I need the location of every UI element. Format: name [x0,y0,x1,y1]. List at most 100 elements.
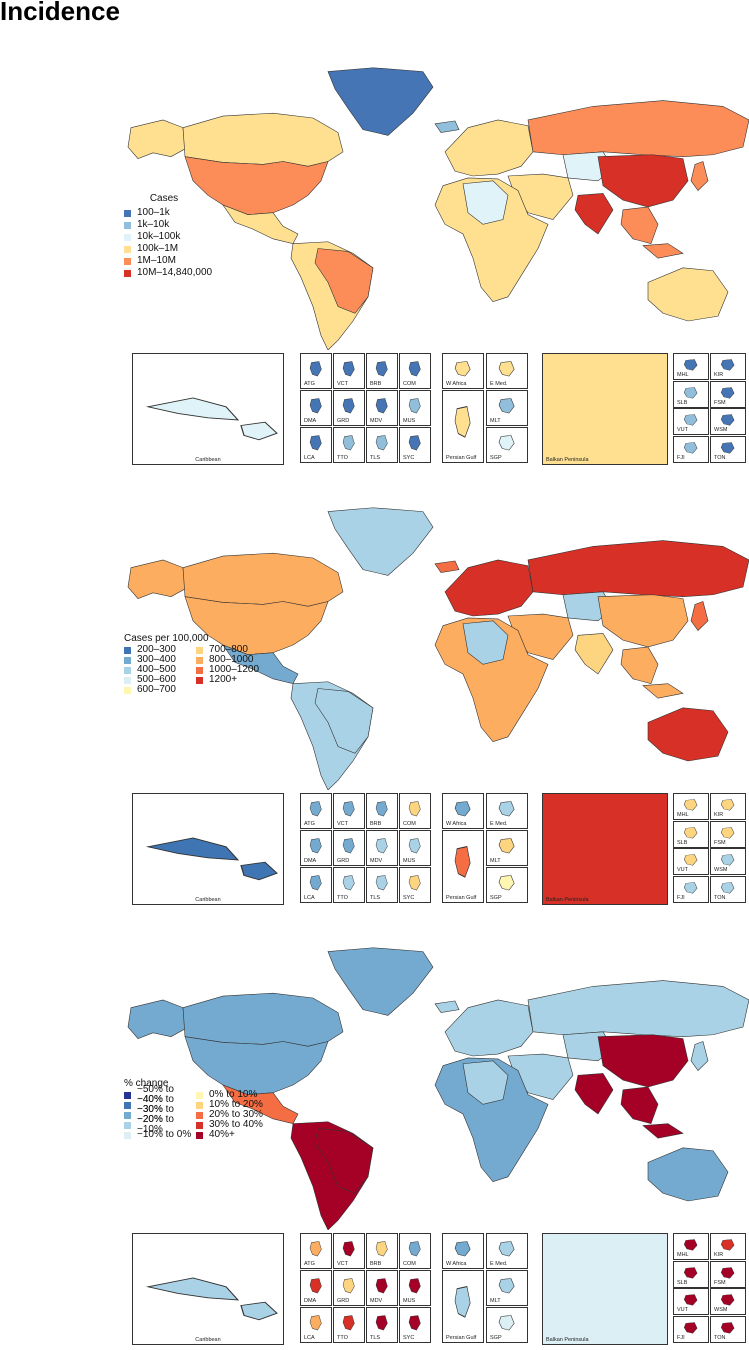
region-brazil[interactable] [314,248,374,314]
inset-mdv[interactable]: MDV [366,830,398,866]
region-canada[interactable] [182,992,344,1047]
region-iceland[interactable] [434,560,460,573]
inset-e-med[interactable]: E Med. [486,353,528,389]
inset-slb[interactable]: SLB [673,380,709,408]
inset-fsm[interactable]: FSM [710,380,746,408]
inset-mlt[interactable]: MLT [486,830,528,866]
region-australia[interactable] [647,1147,729,1202]
region-africa[interactable] [434,617,549,743]
inset-balkan-peninsula[interactable]: Balkan Peninsula [542,353,668,465]
inset-wsm[interactable]: WSM [710,1288,746,1315]
inset-balkan-peninsula[interactable]: Balkan Peninsula [542,1233,668,1345]
region-canada[interactable] [182,552,344,607]
inset-grd[interactable]: GRD [333,1270,365,1306]
inset-lca[interactable]: LCA [300,427,332,463]
region-alaska[interactable] [127,999,186,1039]
inset-lca[interactable]: LCA [300,1307,332,1343]
region-canada[interactable] [182,112,344,167]
inset-fsm[interactable]: FSM [710,820,746,848]
inset-mhl[interactable]: MHL [673,793,709,820]
inset-e-med[interactable]: E Med. [486,1233,528,1269]
inset-mdv[interactable]: MDV [366,1270,398,1306]
inset-tls[interactable]: TLS [366,867,398,903]
region-australia[interactable] [647,707,729,762]
inset-vct[interactable]: VCT [333,1233,365,1269]
inset-persian-gulf[interactable]: Persian Gulf [442,1270,484,1343]
region-japan[interactable] [690,161,709,191]
inset-kir[interactable]: KIR [710,353,746,380]
inset-dma[interactable]: DMA [300,390,332,426]
inset-brb[interactable]: BRB [366,793,398,829]
inset-mus[interactable]: MUS [399,1270,431,1306]
inset-fji[interactable]: FJI [673,435,709,463]
region-north-america[interactable] [184,1036,329,1095]
region-russia[interactable] [527,100,749,157]
inset-brb[interactable]: BRB [366,353,398,389]
region-africa[interactable] [434,177,549,303]
inset-vut[interactable]: VUT [673,848,709,875]
inset-kir[interactable]: KIR [710,793,746,820]
inset-kir[interactable]: KIR [710,1233,746,1260]
inset-tls[interactable]: TLS [366,427,398,463]
inset-mdv[interactable]: MDV [366,390,398,426]
inset-slb[interactable]: SLB [673,820,709,848]
region-se-asia[interactable] [620,646,684,699]
inset-persian-gulf[interactable]: Persian Gulf [442,390,484,463]
inset-vct[interactable]: VCT [333,793,365,829]
inset-vct[interactable]: VCT [333,353,365,389]
inset-ton[interactable]: TON [710,435,746,463]
region-china[interactable] [597,1034,689,1088]
inset-mhl[interactable]: MHL [673,353,709,380]
region-russia[interactable] [527,540,749,597]
inset-com[interactable]: COM [399,793,431,829]
region-brazil[interactable] [314,688,374,754]
region-north-america[interactable] [184,596,329,655]
inset-mus[interactable]: MUS [399,830,431,866]
inset-mhl[interactable]: MHL [673,1233,709,1260]
inset-atg[interactable]: ATG [300,793,332,829]
region-central-america[interactable] [222,1084,299,1125]
inset-sgp[interactable]: SGP [486,867,528,903]
inset-sgp[interactable]: SGP [486,1307,528,1343]
region-se-asia[interactable] [620,1086,684,1139]
region-central-america[interactable] [222,644,299,685]
region-africa-light[interactable] [462,1060,509,1105]
inset-com[interactable]: COM [399,353,431,389]
region-africa-light[interactable] [462,180,509,225]
inset-w-africa[interactable]: W Africa [442,353,484,389]
inset-ton[interactable]: TON [710,1315,746,1343]
inset-syc[interactable]: SYC [399,867,431,903]
inset-dma[interactable]: DMA [300,1270,332,1306]
inset-atg[interactable]: ATG [300,1233,332,1269]
region-india[interactable] [574,193,614,235]
region-greenland[interactable] [327,947,434,1016]
inset-tto[interactable]: TTO [333,1307,365,1343]
region-central-america[interactable] [222,204,299,245]
inset-tto[interactable]: TTO [333,867,365,903]
inset-caribbean[interactable]: Caribbean [132,793,284,905]
inset-mus[interactable]: MUS [399,390,431,426]
region-japan[interactable] [690,1041,709,1071]
inset-grd[interactable]: GRD [333,390,365,426]
inset-wsm[interactable]: WSM [710,848,746,875]
region-japan[interactable] [690,601,709,631]
inset-dma[interactable]: DMA [300,830,332,866]
inset-fsm[interactable]: FSM [710,1260,746,1288]
inset-fji[interactable]: FJI [673,875,709,903]
inset-ton[interactable]: TON [710,875,746,903]
inset-syc[interactable]: SYC [399,1307,431,1343]
region-europe[interactable] [444,999,534,1057]
inset-tto[interactable]: TTO [333,427,365,463]
region-iceland[interactable] [434,1000,460,1013]
region-iceland[interactable] [434,120,460,133]
region-se-asia[interactable] [620,206,684,259]
inset-vut[interactable]: VUT [673,408,709,435]
region-australia[interactable] [647,267,729,322]
inset-grd[interactable]: GRD [333,830,365,866]
inset-lca[interactable]: LCA [300,867,332,903]
region-europe[interactable] [444,119,534,177]
inset-atg[interactable]: ATG [300,353,332,389]
inset-balkan-peninsula[interactable]: Balkan Peninsula [542,793,668,905]
inset-wsm[interactable]: WSM [710,408,746,435]
region-india[interactable] [574,1073,614,1115]
